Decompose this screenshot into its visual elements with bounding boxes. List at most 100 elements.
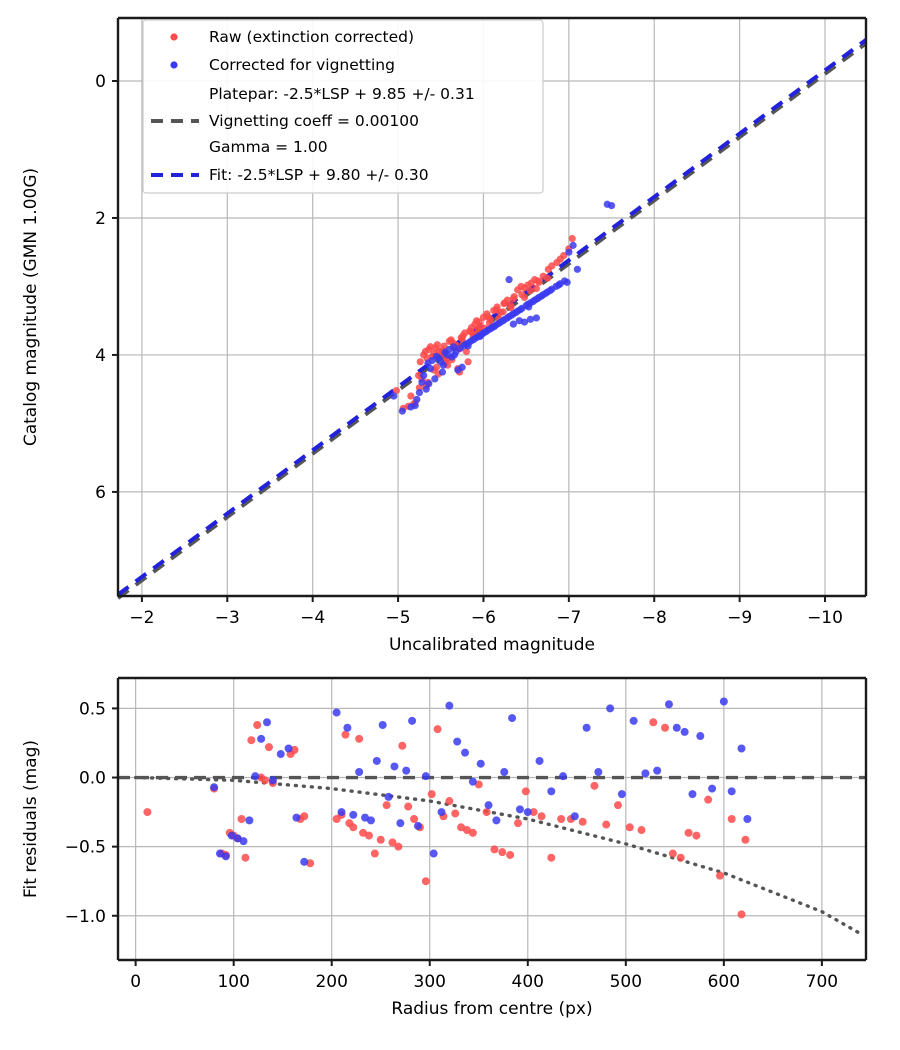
legend-item[interactable]: Platepar: -2.5*LSP + 9.85 +/- 0.31: [209, 85, 475, 103]
xtick-label: 700: [806, 972, 838, 992]
data-point: [462, 347, 470, 356]
data-point: [247, 736, 256, 745]
data-point: [537, 812, 546, 821]
data-point: [509, 295, 517, 303]
data-point: [451, 809, 460, 818]
data-point: [257, 734, 266, 743]
data-point: [239, 837, 248, 846]
legend-label: Fit: -2.5*LSP + 9.80 +/- 0.30: [209, 166, 429, 184]
data-point: [543, 274, 552, 282]
xtick-label: −2: [129, 608, 154, 628]
data-point: [372, 756, 381, 765]
data-point: [413, 395, 421, 404]
legend-item[interactable]: Raw (extinction corrected): [170, 28, 414, 46]
xtick-label: −5: [386, 608, 411, 628]
main-yaxis: 0 2 4 6 Catalog magnitude (GMN 1.00G): [21, 72, 118, 503]
xtick-label: 100: [217, 972, 249, 992]
data-point: [396, 819, 405, 828]
legend-item[interactable]: Corrected for vignetting: [170, 56, 395, 74]
data-point: [407, 392, 415, 400]
data-point: [464, 358, 472, 366]
legend-item[interactable]: Vignetting coeff = 0.00100: [151, 112, 419, 130]
data-point: [582, 723, 591, 732]
data-point: [237, 815, 246, 823]
data-point: [458, 363, 466, 371]
residual-plot: 0 100 200 300 400 500 600 700 Radius from centre…: [21, 676, 868, 1019]
data-point: [418, 378, 426, 386]
data-point: [464, 342, 472, 350]
data-point: [468, 828, 477, 837]
data-point: [607, 202, 616, 210]
data-point: [398, 407, 406, 415]
data-point: [245, 816, 254, 825]
ytick-label: 0: [95, 72, 106, 92]
data-point: [532, 284, 541, 293]
ytick-label: −1.0: [65, 907, 106, 927]
data-point: [426, 365, 435, 373]
residual-series-corrected: [210, 697, 752, 866]
data-point: [292, 813, 301, 822]
data-point: [708, 784, 717, 793]
xtick-label: 0: [130, 972, 141, 992]
data-point: [509, 320, 517, 328]
data-point: [641, 769, 650, 778]
data-point: [402, 766, 411, 775]
data-point: [680, 727, 689, 736]
legend-item[interactable]: Gamma = 1.00: [209, 138, 328, 156]
legend-marker-dot: [170, 61, 178, 69]
data-point: [515, 805, 524, 814]
data-point: [445, 797, 454, 806]
data-point: [355, 768, 364, 776]
data-point: [439, 361, 447, 369]
data-point: [382, 801, 391, 810]
ytick-label: 2: [95, 209, 106, 229]
data-point: [376, 835, 385, 844]
data-point: [453, 737, 462, 746]
xtick-label: −6: [471, 608, 496, 628]
data-point: [625, 823, 634, 832]
data-point: [390, 762, 399, 771]
data-point: [370, 849, 379, 858]
data-point: [431, 375, 439, 383]
data-point: [523, 808, 532, 817]
data-point: [467, 328, 475, 336]
data-point: [425, 380, 433, 388]
data-point: [737, 910, 746, 919]
data-point: [516, 306, 524, 314]
legend: Raw (extinction corrected) Corrected for …: [142, 19, 544, 194]
data-point: [355, 734, 364, 743]
data-point: [507, 304, 515, 312]
data-point: [547, 787, 556, 796]
legend-box: [142, 19, 544, 194]
data-point: [606, 704, 615, 713]
data-point: [501, 299, 509, 307]
data-point: [492, 816, 501, 825]
data-point: [384, 792, 393, 801]
data-point: [210, 783, 219, 792]
data-point: [253, 721, 262, 729]
data-point: [569, 241, 577, 249]
data-point: [743, 815, 752, 823]
data-point: [649, 718, 658, 727]
data-point: [437, 808, 446, 817]
data-point: [568, 234, 576, 243]
data-point: [490, 845, 499, 854]
data-point: [500, 768, 509, 776]
data-point: [557, 815, 566, 823]
data-point: [578, 817, 587, 826]
data-point: [450, 351, 459, 359]
data-point: [535, 756, 544, 765]
data-point: [661, 723, 670, 732]
data-point: [499, 308, 507, 316]
data-point: [276, 750, 285, 759]
residual-xaxis: 0 100 200 300 400 500 600 700 Radius from centre…: [130, 960, 838, 1019]
data-point: [727, 787, 736, 796]
data-point: [532, 314, 541, 322]
data-point: [676, 853, 685, 862]
data-point: [521, 787, 530, 796]
main-scatter: [390, 200, 616, 415]
legend-item[interactable]: Fit: -2.5*LSP + 9.80 +/- 0.30: [151, 166, 429, 184]
data-point: [427, 790, 436, 799]
